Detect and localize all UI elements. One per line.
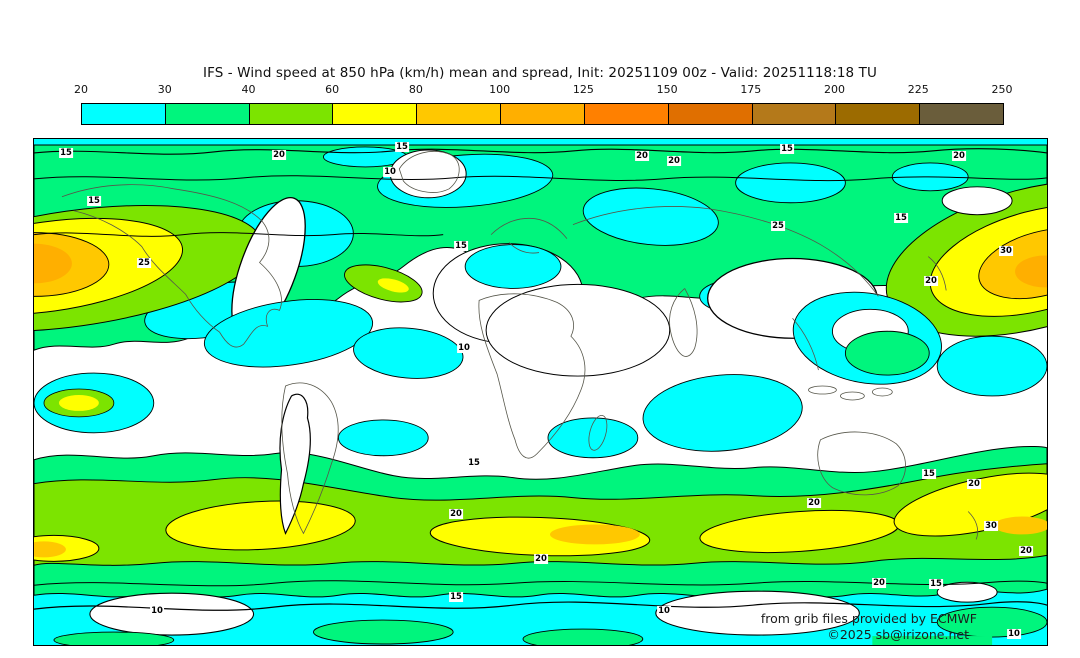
colorbar-segment: [752, 104, 837, 124]
contour-label: 20: [952, 151, 966, 161]
colorbar-tick: 80: [408, 83, 423, 96]
contour-label: 15: [467, 458, 481, 468]
contour-label: 10: [657, 606, 671, 616]
colorbar-tick: 60: [325, 83, 340, 96]
contour-label: 15: [59, 148, 73, 158]
contour-label: 10: [457, 343, 471, 353]
colorbar-tick: 200: [824, 83, 846, 96]
colorbar-tick: 250: [991, 83, 1013, 96]
contour-label: 25: [137, 258, 151, 268]
contour-label: 15: [780, 144, 794, 154]
colorbar: [81, 103, 1004, 125]
colorbar-tick: 225: [907, 83, 929, 96]
contour-label: 15: [454, 241, 468, 251]
contour-label: 20: [449, 509, 463, 519]
world-wind-map: 15 20 15 25 15 10 15 20 20 15 20 15 25 30 20 10 15 20 10 15…: [33, 138, 1048, 646]
colorbar-segment: [82, 104, 166, 124]
contour-label: 20: [635, 151, 649, 161]
contour-label: 15: [922, 469, 936, 479]
colorbar-tick-labels: 20 30 40 60 80 100 125 150 175 200 225 250: [74, 83, 1013, 97]
contour-label: 20: [272, 150, 286, 160]
contour-label: 15: [395, 142, 409, 152]
contour-label: 10: [150, 606, 164, 616]
colorbar-tick: 40: [241, 83, 256, 96]
colorbar-tick: 30: [157, 83, 172, 96]
contour-label: 10: [383, 167, 397, 177]
contour-label: 15: [87, 196, 101, 206]
attribution-copyright: ©2025 sb@irizone.net: [827, 627, 969, 642]
contour-label: 20: [1019, 546, 1033, 556]
contour-label: 20: [807, 498, 821, 508]
contour-label: 15: [449, 592, 463, 602]
page-title: IFS - Wind speed at 850 hPa (km/h) mean …: [203, 65, 877, 81]
colorbar-tick: 175: [740, 83, 762, 96]
contour-label: 20: [534, 554, 548, 564]
contour-label: 20: [667, 156, 681, 166]
colorbar-tick: 125: [572, 83, 594, 96]
colorbar-segment: [668, 104, 753, 124]
colorbar-segment: [501, 104, 585, 124]
colorbar-tick: 100: [489, 83, 511, 96]
contour-label: 20: [872, 578, 886, 588]
colorbar-segment: [417, 104, 502, 124]
attribution-ecmwf: from grib files provided by ECMWF: [760, 611, 977, 626]
colorbar-segment: [920, 104, 1003, 124]
colorbar-segment: [333, 104, 418, 124]
contour-label: 20: [967, 479, 981, 489]
contour-label: 30: [999, 246, 1013, 256]
contour-label: 15: [894, 213, 908, 223]
colorbar-segment: [584, 104, 669, 124]
contour-label: 20: [924, 276, 938, 286]
colorbar-segment: [836, 104, 921, 124]
colorbar-tick: 20: [74, 83, 88, 96]
colorbar-segment: [165, 104, 250, 124]
colorbar-segment: [249, 104, 334, 124]
colorbar-tick: 150: [656, 83, 678, 96]
contour-label: 25: [771, 221, 785, 231]
contour-label: 10: [1007, 629, 1021, 639]
contour-label: 15: [929, 579, 943, 589]
contour-label: 30: [984, 521, 998, 531]
